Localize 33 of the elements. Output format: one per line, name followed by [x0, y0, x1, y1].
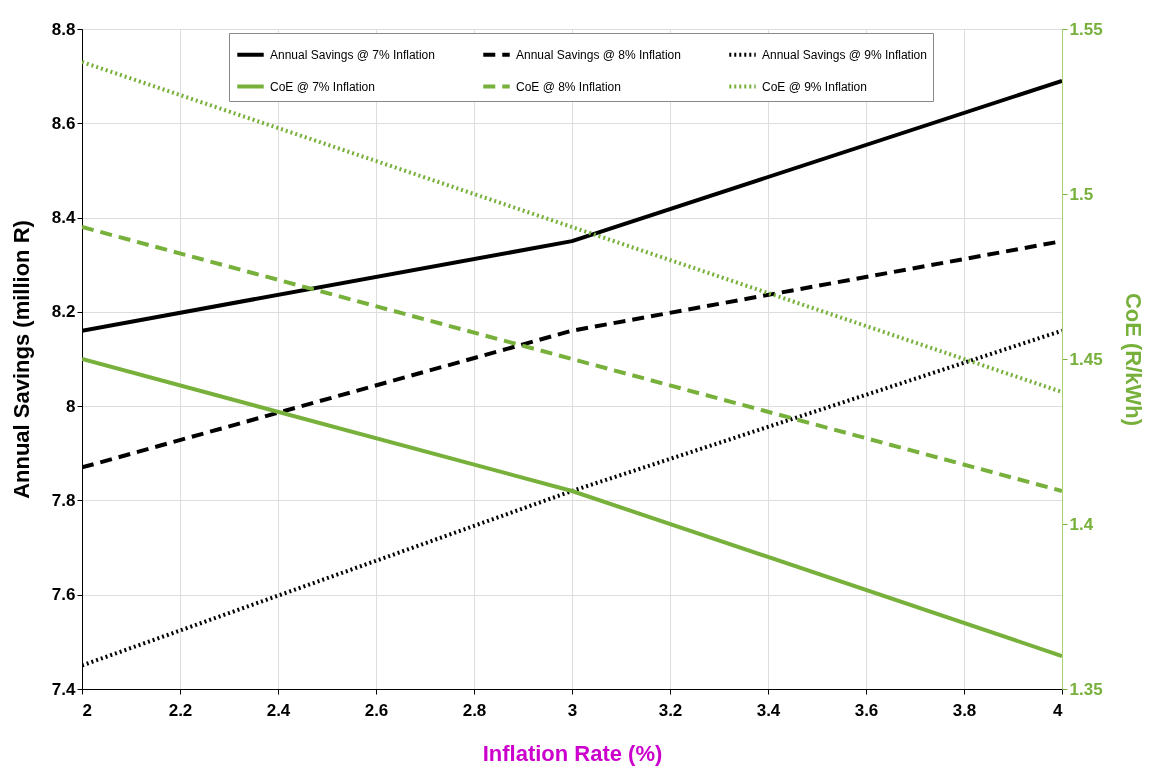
legend-label: CoE @ 8% Inflation	[516, 79, 621, 94]
y-tick-label: 8.6	[51, 113, 76, 133]
x-tick-label: 3	[567, 700, 578, 720]
y-tick-label: 8.4	[51, 208, 77, 228]
legend-label: CoE @ 9% Inflation	[762, 79, 867, 94]
x-tick-label: 2.8	[462, 700, 487, 720]
x-tick-label: 2.4	[266, 700, 291, 720]
y-tick-label: 8	[66, 396, 76, 416]
x-tick-label: 4	[1053, 700, 1064, 720]
y-tick-label: 7.6	[51, 585, 76, 605]
x-tick-label: 3.4	[756, 700, 781, 720]
y2-tick-label: 1.4	[1069, 514, 1094, 534]
legend-label: Annual Savings @ 7% Inflation	[270, 47, 435, 62]
x-tick-label: 2	[82, 700, 92, 720]
x-tick-label: 3.8	[952, 700, 977, 720]
legend-label: Annual Savings @ 9% Inflation	[762, 47, 927, 62]
y-axis-title: Annual Savings (million R)	[8, 220, 34, 499]
x-tick-label: 3.2	[658, 700, 683, 720]
x-tick-label: 2.2	[168, 700, 193, 720]
legend-label: Annual Savings @ 8% Inflation	[516, 47, 681, 62]
y-tick-label: 7.4	[51, 679, 77, 699]
x-tick-label: 3.6	[854, 700, 879, 720]
legend-label: CoE @ 7% Inflation	[270, 79, 375, 94]
y2-tick-label: 1.55	[1069, 19, 1103, 39]
y2-tick-label: 1.45	[1069, 349, 1103, 369]
y-tick-label: 8.2	[51, 302, 76, 322]
x-axis-title: Inflation Rate (%)	[482, 740, 663, 766]
y-tick-label: 8.8	[51, 19, 76, 39]
y2-tick-label: 1.5	[1069, 184, 1094, 204]
x-tick-label: 2.6	[364, 700, 389, 720]
y2-axis-title: CoE (R/kWh)	[1120, 292, 1146, 427]
y-tick-label: 7.8	[51, 490, 76, 510]
y2-tick-label: 1.35	[1069, 679, 1103, 699]
